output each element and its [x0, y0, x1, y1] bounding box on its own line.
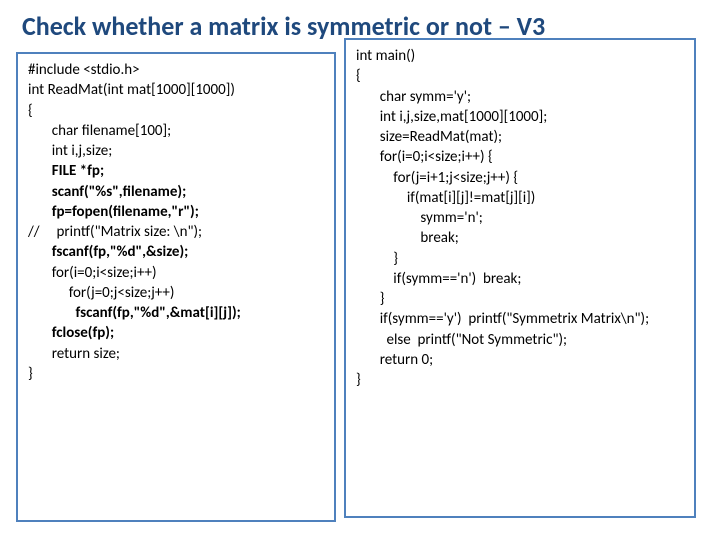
code-line: size=ReadMat(mat);: [356, 127, 684, 147]
code-panels: #include <stdio.h>int ReadMat(int mat[10…: [16, 52, 704, 522]
code-line: int main(): [356, 46, 684, 66]
code-line: else printf("Not Symmetric");: [356, 330, 684, 350]
code-line: char filename[100];: [28, 121, 324, 141]
right-code-panel: int main(){ char symm='y'; int i,j,size,…: [344, 38, 696, 518]
code-line: // printf("Matrix size: \n");: [28, 222, 324, 242]
code-line: int i,j,size,mat[1000][1000];: [356, 107, 684, 127]
code-line: {: [28, 101, 324, 121]
code-line: for(j=0;j<size;j++): [28, 283, 324, 303]
code-line: if(mat[i][j]!=mat[j][i]): [356, 188, 684, 208]
code-line: for(i=0;i<size;i++): [28, 263, 324, 283]
code-line: symm='n';: [356, 208, 684, 228]
code-line: scanf("%s",filename);: [28, 182, 324, 202]
code-line: {: [356, 66, 684, 86]
code-line: break;: [356, 228, 684, 248]
code-line: fclose(fp);: [28, 323, 324, 343]
code-line: for(j=i+1;j<size;j++) {: [356, 168, 684, 188]
code-line: fscanf(fp,"%d",&mat[i][j]);: [28, 303, 324, 323]
code-line: FILE *fp;: [28, 161, 324, 181]
code-line: if(symm=='y') printf("Symmetrix Matrix\n…: [356, 309, 684, 329]
code-line: return 0;: [356, 350, 684, 370]
code-line: int i,j,size;: [28, 141, 324, 161]
code-line: for(i=0;i<size;i++) {: [356, 147, 684, 167]
code-line: fp=fopen(filename,"r");: [28, 202, 324, 222]
code-line: fscanf(fp,"%d",&size);: [28, 242, 324, 262]
code-line: char symm='y';: [356, 87, 684, 107]
code-line: }: [356, 370, 684, 390]
code-line: }: [28, 364, 324, 384]
code-line: }: [356, 289, 684, 309]
code-line: }: [356, 249, 684, 269]
left-code-panel: #include <stdio.h>int ReadMat(int mat[10…: [16, 52, 336, 522]
code-line: if(symm=='n') break;: [356, 269, 684, 289]
code-line: #include <stdio.h>: [28, 60, 324, 80]
code-line: return size;: [28, 344, 324, 364]
code-line: int ReadMat(int mat[1000][1000]): [28, 80, 324, 100]
